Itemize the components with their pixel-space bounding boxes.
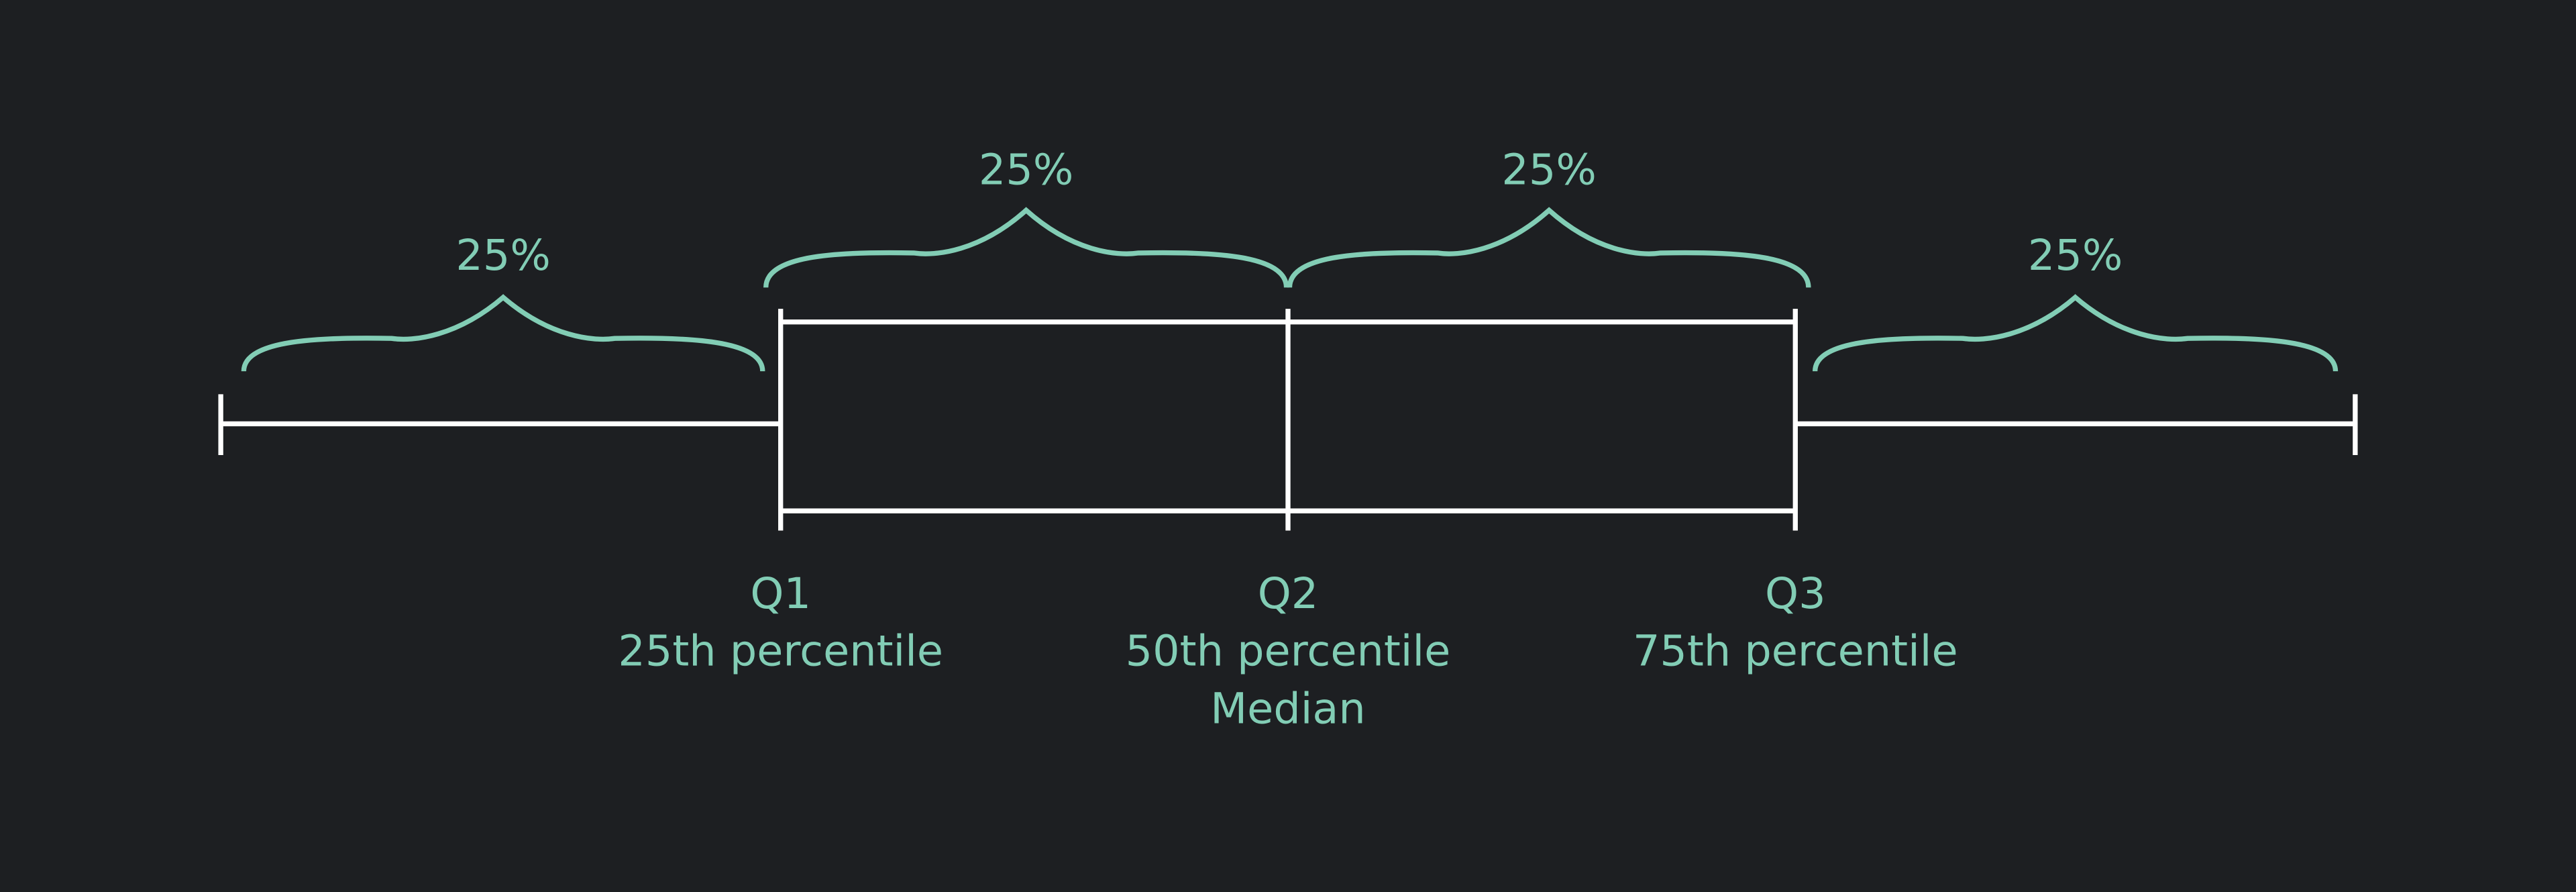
quartile-description: Median xyxy=(1210,684,1365,734)
quartile-name: Q2 xyxy=(1258,569,1319,619)
braces: 25% 25% 25% 25% xyxy=(241,146,2339,372)
quartile-description: 25th percentile xyxy=(618,627,943,677)
quartile-labels: Q1 25th percentile Q2 50th percentile Median… xyxy=(618,569,1957,734)
quartile-name: Q3 xyxy=(1765,569,1826,619)
brace-label: 25% xyxy=(2028,231,2123,281)
brace-label: 25% xyxy=(455,231,550,281)
box-plot xyxy=(218,309,2358,531)
quartile-name: Q1 xyxy=(750,569,811,619)
quartile-description: 50th percentile xyxy=(1126,627,1451,677)
brace xyxy=(1812,294,2339,372)
brace xyxy=(763,207,1289,288)
brace-label: 25% xyxy=(1501,146,1596,195)
brace xyxy=(1287,207,1811,288)
quartile-description: 75th percentile xyxy=(1633,627,1958,677)
brace-label: 25% xyxy=(979,146,1073,195)
brace xyxy=(241,294,765,372)
